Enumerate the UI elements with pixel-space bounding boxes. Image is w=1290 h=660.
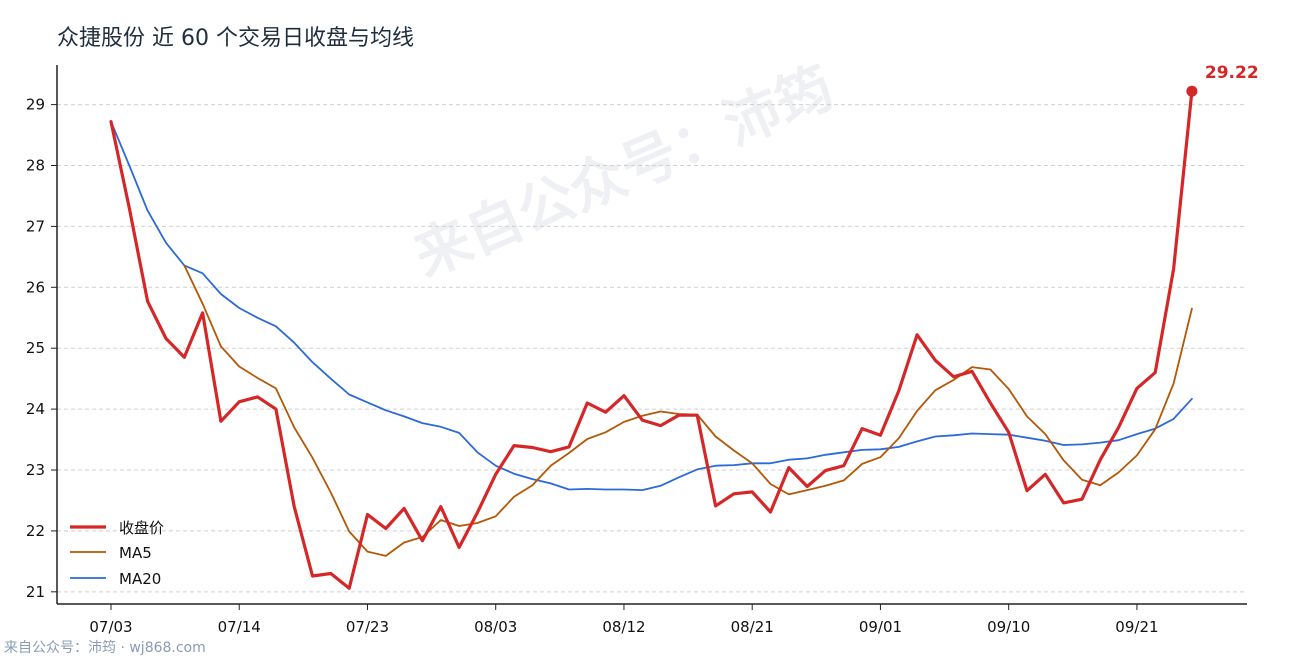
last-close-label: 29.22 bbox=[1205, 63, 1259, 83]
chart-title: 众捷股份 近 60 个交易日收盘与均线 bbox=[57, 26, 414, 51]
close-price-line bbox=[109, 89, 1194, 590]
x-tick-label-08/12: 08/12 bbox=[602, 618, 645, 636]
legend: 收盘价 MA5 MA20 bbox=[70, 519, 164, 588]
y-axis-ticks: 21 22 23 24 25 26 27 28 29 bbox=[26, 96, 57, 601]
x-tick-label-08/03: 08/03 bbox=[474, 618, 517, 636]
y-tick-label-25: 25 bbox=[26, 339, 45, 357]
y-tick-label-26: 26 bbox=[26, 278, 45, 296]
y-tick-label-24: 24 bbox=[26, 400, 45, 418]
axes bbox=[56, 65, 1247, 605]
y-tick-label-29: 29 bbox=[26, 96, 45, 114]
series-lines bbox=[109, 89, 1194, 590]
x-tick-label-07/14: 07/14 bbox=[218, 618, 261, 636]
last-close-point bbox=[1186, 85, 1198, 97]
x-tick-label-07/03: 07/03 bbox=[89, 618, 132, 636]
x-tick-label-09/01: 09/01 bbox=[859, 618, 902, 636]
last-value-marker: 29.22 bbox=[1186, 63, 1259, 97]
x-tick-label-07/23: 07/23 bbox=[346, 618, 389, 636]
grid-lines bbox=[57, 104, 1247, 593]
y-tick-label-27: 27 bbox=[26, 217, 45, 235]
ma5-line bbox=[183, 264, 1193, 557]
y-tick-label-22: 22 bbox=[26, 522, 45, 540]
y-tick-label-23: 23 bbox=[26, 461, 45, 479]
x-axis-ticks: 07/03 07/14 07/23 08/03 08/12 08/21 09/01 09/10… bbox=[89, 604, 1159, 636]
legend-label-2: MA20 bbox=[119, 570, 161, 588]
ma20-line bbox=[110, 120, 1193, 491]
legend-label-0: 收盘价 bbox=[119, 519, 164, 537]
x-tick-label-09/10: 09/10 bbox=[987, 618, 1030, 636]
y-tick-label-28: 28 bbox=[26, 156, 45, 174]
y-tick-label-21: 21 bbox=[26, 583, 45, 601]
x-tick-label-09/21: 09/21 bbox=[1115, 618, 1158, 636]
footer-source: 来自公众号：沛筠 · wj868.com bbox=[4, 640, 206, 656]
x-tick-label-08/21: 08/21 bbox=[731, 618, 774, 636]
legend-label-1: MA5 bbox=[119, 544, 152, 562]
